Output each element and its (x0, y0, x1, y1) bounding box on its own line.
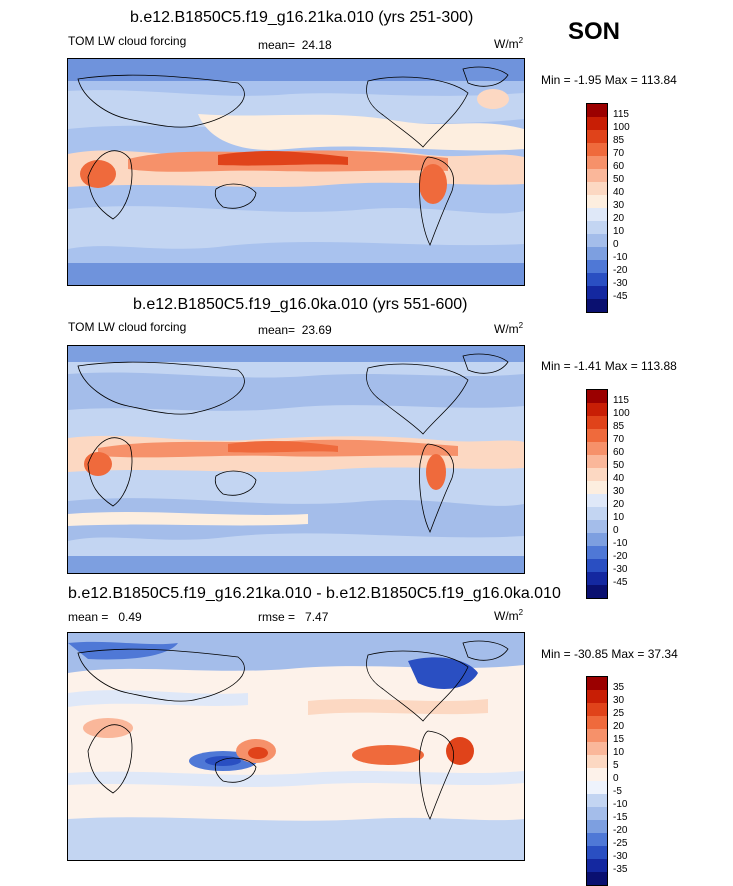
panel-1-variable-label: TOM LW cloud forcing (68, 34, 187, 48)
colorbar-tick-label: 40 (613, 187, 625, 198)
panel-3-title: b.e12.B1850C5.f19_g16.21ka.010 - b.e12.B… (68, 585, 561, 602)
panel-2-colorbar-labels: 115 100 85 70 60 50 40 30 20 10 0 -10 -2… (613, 389, 653, 599)
colorbar-tick-label: 85 (613, 135, 625, 146)
colorbar-tick-label: -20 (613, 265, 628, 276)
panel-1-colorbar-labels: 115 100 85 70 60 50 40 30 20 10 0 -10 -2… (613, 103, 653, 313)
panel-1-map-field (68, 59, 524, 285)
colorbar-tick-label: 70 (613, 434, 625, 445)
colorbar-tick-label: 20 (613, 721, 625, 732)
colorbar-tick-label: 25 (613, 708, 625, 719)
panel-2-units: W/m2 (494, 321, 524, 336)
colorbar-tick-label: 100 (613, 122, 630, 133)
colorbar-tick-label: 20 (613, 213, 625, 224)
colorbar-tick-label: 60 (613, 161, 625, 172)
colorbar-tick-label: -30 (613, 564, 628, 575)
colorbar-tick-label: 85 (613, 421, 625, 432)
colorbar-tick-label: 40 (613, 473, 625, 484)
colorbar-tick-label: 115 (613, 395, 629, 406)
panel-3-map-field (68, 633, 524, 860)
colorbar-tick-label: -20 (613, 551, 628, 562)
panel-3-minmax: Min = -30.85 Max = 37.34 (541, 647, 678, 661)
panel-3-units: W/m2 (494, 608, 524, 623)
colorbar-tick-label: 50 (613, 174, 625, 185)
colorbar-tick-label: 10 (613, 512, 625, 523)
panel-2-minmax: Min = -1.41 Max = 113.88 (541, 359, 677, 373)
panel-2-mean: mean= 23.69 (258, 323, 332, 337)
colorbar-tick-label: 100 (613, 408, 630, 419)
season-label: SON (568, 18, 621, 45)
colorbar-tick-label: -45 (613, 291, 628, 302)
panel-1-colorbar (586, 103, 608, 313)
panel-1-minmax: Min = -1.95 Max = 113.84 (541, 73, 677, 87)
colorbar-tick-label: 5 (613, 760, 619, 771)
colorbar-tick-label: -25 (613, 838, 628, 849)
colorbar-tick-label: -20 (613, 825, 628, 836)
colorbar-tick-label: -5 (613, 786, 622, 797)
colorbar-tick-label: 30 (613, 486, 625, 497)
colorbar-tick-label: 115 (613, 109, 629, 120)
colorbar-tick-label: 10 (613, 747, 625, 758)
colorbar-tick-label: -15 (613, 812, 628, 823)
colorbar-tick-label: 50 (613, 460, 625, 471)
panel-2-variable-label: TOM LW cloud forcing (68, 320, 187, 334)
panel-1-title: b.e12.B1850C5.f19_g16.21ka.010 (yrs 251-… (130, 9, 474, 26)
panel-1-map (67, 58, 525, 286)
colorbar-tick-label: 60 (613, 447, 625, 458)
colorbar-tick-label: -10 (613, 252, 628, 263)
colorbar-tick-label: 10 (613, 226, 625, 237)
colorbar-tick-label: 30 (613, 695, 625, 706)
colorbar-tick-label: -45 (613, 577, 628, 588)
panel-3-mean: mean = 0.49 (68, 610, 142, 624)
colorbar-tick-label: -30 (613, 278, 628, 289)
panel-2-map-field (68, 346, 524, 573)
colorbar-tick-label: 35 (613, 682, 625, 693)
panel-1-units: W/m2 (494, 36, 524, 51)
panel-1-mean: mean= 24.18 (258, 38, 332, 52)
panel-2-map (67, 345, 525, 574)
panel-3-colorbar (586, 676, 608, 886)
colorbar-tick-label: 15 (613, 734, 625, 745)
colorbar-tick-label: 0 (613, 239, 619, 250)
panel-3-map (67, 632, 525, 861)
colorbar-tick-label: -10 (613, 799, 628, 810)
colorbar-tick-label: -30 (613, 851, 628, 862)
colorbar-tick-label: -10 (613, 538, 628, 549)
colorbar-tick-label: 0 (613, 525, 619, 536)
panel-2-colorbar (586, 389, 608, 599)
colorbar-tick-label: 70 (613, 148, 625, 159)
panel-3-rmse: rmse = 7.47 (258, 610, 329, 624)
panel-3-colorbar-labels: 35 30 25 20 15 10 5 0 -5 -10 -15 -20 -25… (613, 676, 653, 886)
colorbar-tick-label: 30 (613, 200, 625, 211)
colorbar-tick-label: 0 (613, 773, 619, 784)
colorbar-tick-label: 20 (613, 499, 625, 510)
panel-2-title: b.e12.B1850C5.f19_g16.0ka.010 (yrs 551-6… (133, 296, 468, 313)
